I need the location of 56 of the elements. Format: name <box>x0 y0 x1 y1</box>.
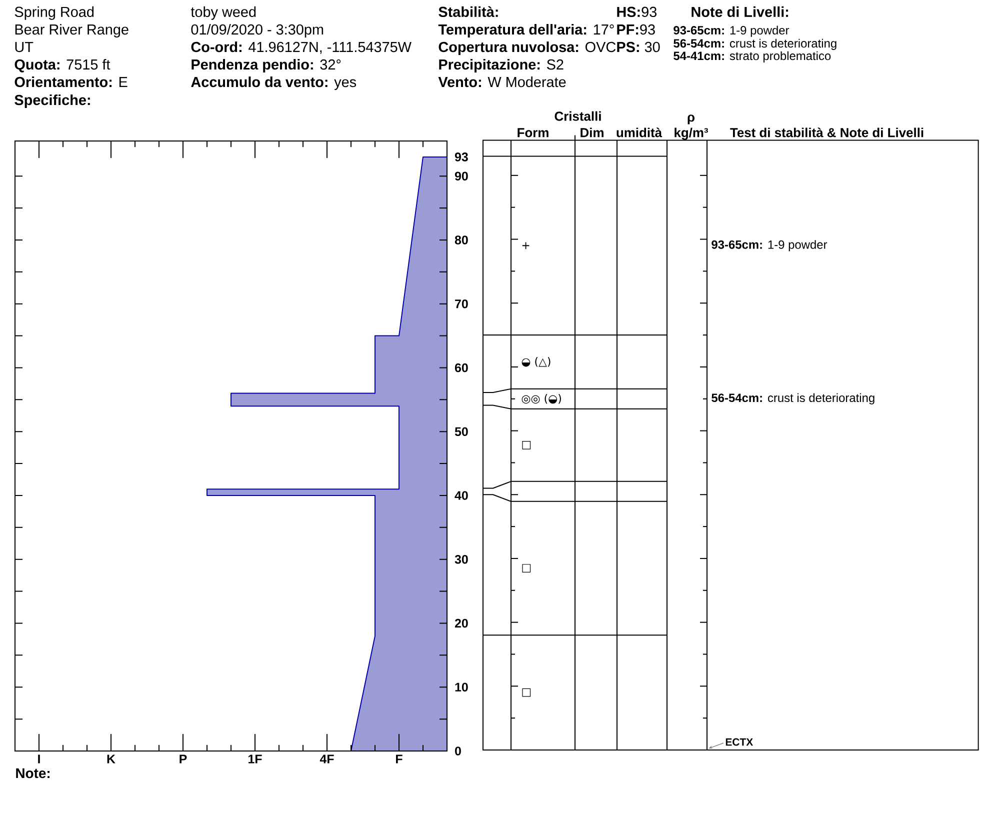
y-tick-label: 93 <box>454 152 468 162</box>
text: 4F <box>320 754 334 764</box>
text: ◒ (△) <box>522 357 550 367</box>
y-tick-label: 40 <box>454 491 468 500</box>
text: + <box>522 242 530 250</box>
text: Copertura nuvolosa: OVC <box>438 42 616 55</box>
text: Bear River Range <box>15 24 128 38</box>
text: ◎◎ (◒) <box>522 394 561 404</box>
text: F <box>396 754 402 764</box>
text: Accumulo da vento: yes <box>191 76 356 90</box>
text: Pendenza pendio: 32° <box>192 59 341 72</box>
text: 93-65cm: 1-9 powder <box>674 26 790 37</box>
category-label: Dim <box>580 128 604 138</box>
text: Stabilità: <box>438 6 498 18</box>
text: I <box>38 754 40 764</box>
y-tick-label: 50 <box>454 427 468 436</box>
text: □ <box>522 440 531 450</box>
y-tick-label: 0 <box>455 746 461 756</box>
text: □ <box>522 564 531 572</box>
text: K <box>107 754 116 764</box>
text: Precipitazione: S2 <box>439 59 564 72</box>
text: 56-54cm: crust is deteriorating <box>712 393 874 404</box>
y-tick-label: 60 <box>454 363 468 372</box>
text: Cristalli <box>554 111 601 121</box>
text: Quota: 7515 ft <box>14 59 110 72</box>
y-tick-label: 20 <box>454 618 468 628</box>
text: PF:93 <box>617 24 655 35</box>
y-tick-label: 90 <box>454 172 468 181</box>
text: P <box>180 754 187 764</box>
y-tick-label: 80 <box>454 236 468 244</box>
text: Specifiche: <box>14 94 90 108</box>
text: Vento: W Moderate <box>438 76 566 88</box>
text: Co-ord: 41.96127N, -111.54375W <box>191 42 412 54</box>
text: 56-54cm: crust is deteriorating <box>674 38 836 50</box>
text: Orientamento: E <box>14 76 128 88</box>
text: Spring Road <box>14 6 94 20</box>
category-label: umidità <box>616 128 662 138</box>
text: 54-41cm: strato problematico <box>674 51 831 62</box>
category-label: Test di stabilità & Note di Livelli <box>730 128 924 138</box>
y-tick-label: 30 <box>454 554 468 564</box>
text: UT <box>15 42 34 52</box>
category-label: ρ kg/m³ <box>674 114 708 140</box>
text: 01/09/2020 - 3:30pm <box>191 24 324 38</box>
text: toby weed <box>190 6 256 20</box>
text: 93-65cm: 1-9 powder <box>712 240 828 252</box>
y-tick-label: 70 <box>455 299 468 308</box>
text: Note: <box>16 768 50 778</box>
text: □ <box>522 688 531 697</box>
text: 1F <box>248 754 262 764</box>
text: Temperatura dell'aria: 17° <box>438 24 614 38</box>
category-label: Form <box>518 128 548 138</box>
y-tick-label: 10 <box>455 682 468 692</box>
text: PS: 30 <box>617 42 660 52</box>
text: Note di Livelli: <box>692 6 788 18</box>
text: HS:93 <box>617 6 657 18</box>
text: ECTX <box>726 738 754 746</box>
